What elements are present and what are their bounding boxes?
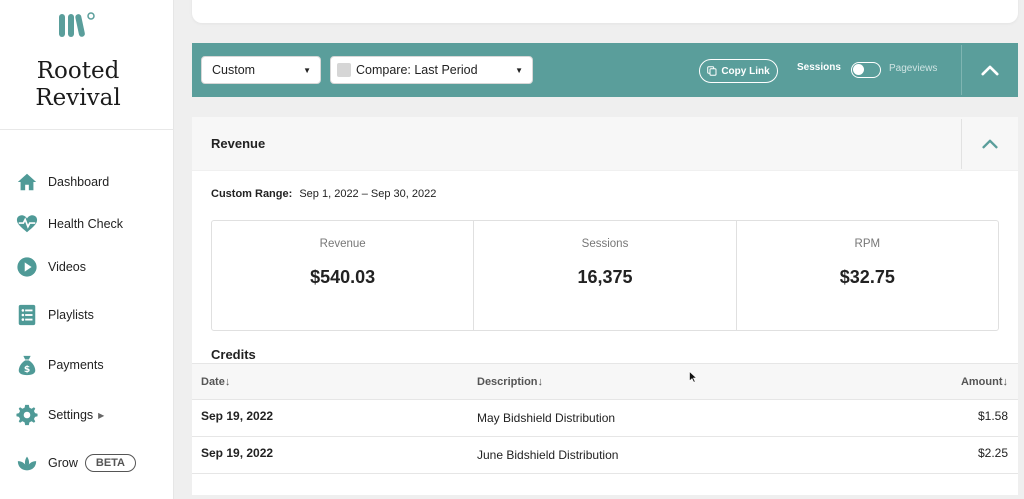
brand-line-2: Revival bbox=[35, 85, 121, 111]
list-icon bbox=[16, 304, 38, 326]
sidebar: Rooted Revival Dashboard Health Check Vi… bbox=[0, 0, 174, 499]
color-swatch bbox=[337, 63, 351, 77]
caret-down-icon: ▼ bbox=[515, 65, 523, 75]
cell-description: June Bidshield Distribution bbox=[477, 448, 619, 462]
divider bbox=[961, 119, 962, 169]
sidebar-item-label: Health Check bbox=[48, 217, 124, 231]
compare-select[interactable]: Compare: Last Period ▼ bbox=[330, 56, 533, 84]
chevron-up-icon bbox=[981, 65, 999, 75]
chevron-up-icon bbox=[982, 139, 998, 149]
stat-value: $32.75 bbox=[839, 267, 895, 287]
column-header-date[interactable]: Date↓ bbox=[201, 376, 231, 388]
table-row: Sep 19, 2022 June Bidshield Distribution… bbox=[192, 437, 1018, 474]
column-header-amount[interactable]: Amount↓ bbox=[960, 376, 1008, 388]
sidebar-item-settings[interactable]: Settings ▶ bbox=[16, 403, 104, 427]
stat-sessions: Sessions 16,375 bbox=[474, 221, 737, 330]
toggle-sessions-label: Sessions bbox=[797, 62, 841, 73]
stat-revenue: Revenue $540.03 bbox=[212, 221, 475, 330]
date-range-value: Custom bbox=[212, 63, 256, 77]
credits-table: Date↓ Description↓ Amount↓ Sep 19, 2022 … bbox=[192, 363, 1018, 474]
gear-icon bbox=[16, 404, 38, 426]
play-icon bbox=[16, 256, 38, 278]
brand-line-1: Rooted bbox=[36, 58, 120, 84]
heartbeat-icon bbox=[16, 213, 38, 235]
compare-value: Compare: Last Period bbox=[356, 63, 478, 77]
sidebar-item-videos[interactable]: Videos bbox=[16, 255, 86, 279]
svg-text:$: $ bbox=[24, 364, 30, 375]
beta-badge: BETA bbox=[84, 454, 137, 472]
collapse-filters-button[interactable] bbox=[962, 43, 1018, 97]
caret-down-icon: ▼ bbox=[303, 65, 311, 75]
credits-title: Credits bbox=[211, 347, 256, 362]
panel-title: Revenue bbox=[211, 136, 266, 151]
copy-link-label: Copy Link bbox=[721, 65, 770, 77]
sidebar-item-payments[interactable]: $ Payments bbox=[16, 353, 104, 377]
sidebar-divider bbox=[0, 129, 174, 130]
table-header: Date↓ Description↓ Amount↓ bbox=[192, 363, 1018, 400]
sidebar-item-label: Settings bbox=[48, 408, 94, 422]
chevron-right-icon: ▶ bbox=[98, 410, 105, 420]
cell-date: Sep 19, 2022 bbox=[201, 446, 274, 460]
sidebar-item-health-check[interactable]: Health Check bbox=[16, 212, 123, 236]
cell-amount: $2.25 bbox=[977, 446, 1008, 460]
cell-amount: $1.58 bbox=[977, 409, 1008, 423]
logo-icon[interactable] bbox=[58, 11, 98, 39]
stat-label: Sessions bbox=[581, 238, 629, 250]
stat-value: 16,375 bbox=[577, 267, 633, 287]
sidebar-item-grow[interactable]: Grow BETA bbox=[16, 451, 137, 475]
date-range-summary: Custom Range: Sep 1, 2022 – Sep 30, 2022 bbox=[211, 188, 436, 200]
sidebar-item-label: Playlists bbox=[48, 308, 94, 322]
stat-rpm: RPM $32.75 bbox=[737, 221, 998, 330]
sidebar-item-label: Dashboard bbox=[48, 175, 110, 189]
cell-description: May Bidshield Distribution bbox=[477, 411, 616, 425]
sidebar-item-label: Videos bbox=[48, 260, 86, 274]
leaf-icon bbox=[16, 452, 38, 474]
stat-label: Revenue bbox=[319, 238, 366, 250]
filter-bar: Custom ▼ Compare: Last Period ▼ Copy Lin… bbox=[192, 43, 1018, 97]
toggle-knob bbox=[853, 64, 864, 75]
stat-value: $540.03 bbox=[310, 267, 376, 287]
stat-label: RPM bbox=[854, 238, 881, 250]
cell-date: Sep 19, 2022 bbox=[201, 409, 274, 423]
toggle-pageviews-label: Pageviews bbox=[889, 63, 938, 74]
collapse-revenue-button[interactable] bbox=[962, 117, 1018, 171]
sidebar-item-label: Grow bbox=[48, 456, 78, 470]
sidebar-item-playlists[interactable]: Playlists bbox=[16, 303, 94, 327]
range-value: Sep 1, 2022 – Sep 30, 2022 bbox=[299, 188, 437, 200]
copy-icon bbox=[707, 66, 717, 76]
top-card bbox=[192, 0, 1018, 23]
sidebar-item-dashboard[interactable]: Dashboard bbox=[16, 170, 109, 194]
stats-grid: Revenue $540.03 Sessions 16,375 RPM $32.… bbox=[211, 220, 999, 331]
mouse-cursor-icon bbox=[689, 371, 697, 383]
revenue-panel-header: Revenue bbox=[192, 117, 1018, 171]
home-icon bbox=[16, 171, 38, 193]
revenue-panel: Revenue Custom Range: Sep 1, 2022 – Sep … bbox=[192, 117, 1018, 495]
money-bag-icon: $ bbox=[16, 354, 38, 376]
date-range-select[interactable]: Custom ▼ bbox=[201, 56, 321, 84]
sidebar-item-label: Payments bbox=[48, 358, 104, 372]
sessions-pageviews-toggle[interactable] bbox=[851, 62, 881, 78]
column-header-description[interactable]: Description↓ bbox=[477, 376, 544, 388]
divider bbox=[961, 45, 962, 95]
range-label: Custom Range: bbox=[211, 188, 293, 200]
copy-link-button[interactable]: Copy Link bbox=[699, 59, 778, 83]
brand-name: Rooted Revival bbox=[0, 58, 156, 112]
table-row: Sep 19, 2022 May Bidshield Distribution … bbox=[192, 400, 1018, 437]
